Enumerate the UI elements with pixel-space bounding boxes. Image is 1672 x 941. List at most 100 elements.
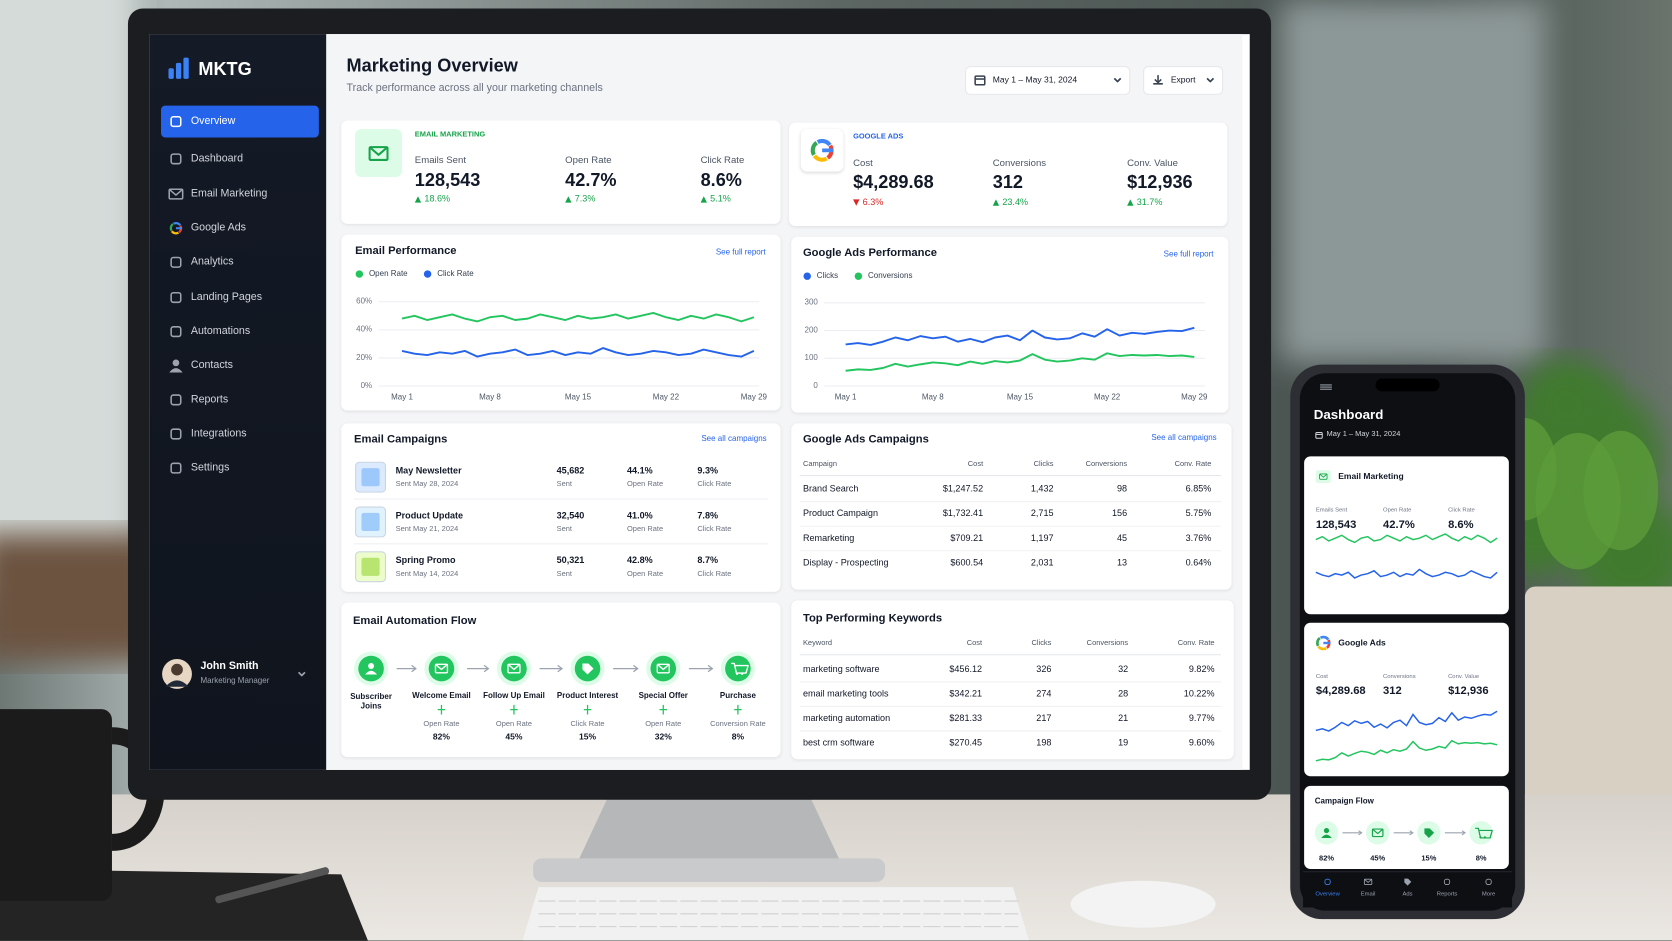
table-cell: 1,432	[1030, 483, 1054, 494]
nav-label[interactable]: Landing Pages	[190, 291, 263, 304]
kpi-group-label: GOOGLE ADS	[853, 133, 904, 141]
kpi-change: 31.7%	[1136, 196, 1163, 207]
phone-tab-label[interactable]: Ads	[1402, 891, 1413, 898]
legend-label: Clicks	[816, 270, 839, 281]
nav-item[interactable]	[161, 384, 319, 416]
panel-link[interactable]: See all campaigns	[701, 433, 767, 444]
flow-step: Welcome Email	[412, 690, 471, 701]
nav-item[interactable]	[161, 246, 319, 278]
legend-label: Click Rate	[437, 268, 474, 278]
table-cell: 2,715	[1030, 507, 1054, 519]
nav-active	[161, 105, 319, 138]
phone-tab-label[interactable]: More	[1481, 891, 1496, 898]
flow-metric: 32%	[654, 731, 672, 742]
card	[791, 600, 1234, 760]
pen	[215, 867, 330, 904]
phone-metric-label: Click Rate	[1448, 507, 1475, 514]
kpi-label: Cost	[853, 157, 873, 169]
flow-metric-label: Click Rate	[570, 720, 605, 729]
phone-tab-label[interactable]: Reports	[1436, 891, 1458, 898]
nav-label[interactable]: Overview	[190, 115, 236, 128]
card	[789, 122, 1228, 227]
campaign-thumb	[355, 506, 387, 538]
table-cell: 32	[1118, 663, 1129, 675]
table-header: Cost	[967, 460, 984, 469]
table-header: Conversions	[1085, 460, 1128, 469]
phone-metric-value: $4,289.68	[1315, 684, 1366, 698]
table-cell: marketing software	[802, 663, 880, 675]
phone-tab[interactable]	[1311, 873, 1345, 905]
chart-title: Google Ads Performance	[802, 246, 937, 260]
panel-title: Top Performing Keywords	[802, 612, 943, 625]
phone-tab[interactable]	[1472, 873, 1506, 905]
y-tick-label: 0%	[360, 380, 373, 390]
kpi-value: 8.6%	[700, 169, 742, 191]
flow-step: Special Offer	[638, 690, 688, 701]
card	[791, 236, 1229, 413]
phone-tab[interactable]	[1430, 873, 1464, 905]
y-tick-label: 100	[804, 352, 818, 363]
nav-label[interactable]: Google Ads	[190, 222, 247, 234]
table-cell: $456.12	[949, 663, 983, 675]
phone-card-title: Campaign Flow	[1314, 796, 1374, 806]
kpi-change: 7.3%	[574, 193, 596, 204]
nav-item[interactable]	[161, 106, 319, 138]
nav-label[interactable]: Email Marketing	[190, 187, 268, 200]
nav-label[interactable]: Automations	[190, 325, 251, 338]
table-cell: 9.77%	[1188, 712, 1215, 724]
campaign-stat-label: Sent	[556, 570, 572, 578]
y-tick-label: 200	[804, 324, 818, 335]
phone-tab-label[interactable]: Email	[1360, 891, 1376, 898]
nav-label[interactable]: Integrations	[190, 427, 247, 440]
panel-link[interactable]: See all campaigns	[1151, 432, 1217, 443]
nav-label[interactable]: Settings	[190, 461, 230, 474]
campaign-stat: 50,321	[556, 554, 585, 566]
legend-label: Open Rate	[368, 268, 408, 278]
flow-step: Follow Up Email	[483, 690, 545, 701]
phone-tab[interactable]	[1351, 873, 1385, 905]
kpi-value: $4,289.68	[853, 171, 934, 193]
table-cell: $270.45	[949, 736, 983, 748]
plant-pot	[1524, 586, 1672, 864]
phone-tab-label[interactable]: Overview	[1315, 891, 1340, 898]
phone-card	[1304, 456, 1509, 615]
table-cell: $1,732.41	[942, 507, 984, 519]
phone-flow-metric: 8%	[1475, 855, 1487, 863]
campaign-stat: 41.0%	[627, 509, 653, 521]
nav-label[interactable]: Analytics	[190, 256, 234, 268]
flow-metric: 8%	[731, 731, 745, 742]
campaign-name: Spring Promo	[395, 554, 456, 566]
table-cell: 198	[1036, 736, 1052, 748]
panel-title: Email Automation Flow	[352, 614, 477, 627]
monitor-base	[533, 858, 886, 882]
phone-metric-value: $12,936	[1448, 684, 1489, 698]
y-tick-label: 20%	[356, 352, 373, 362]
table-cell: Remarketing	[802, 532, 855, 543]
kpi-change: 6.3%	[862, 196, 884, 207]
table-cell: 21	[1118, 712, 1129, 724]
page-subtitle: Track performance across all your market…	[346, 82, 603, 95]
phone-tab[interactable]	[1390, 873, 1424, 905]
x-tick-label: May 1	[834, 392, 857, 402]
table-header: Campaign	[802, 460, 837, 469]
table-cell: $281.33	[949, 712, 983, 724]
date-picker[interactable]	[965, 66, 1131, 95]
x-tick-label: May 8	[479, 392, 501, 402]
nav-label[interactable]: Dashboard	[190, 152, 244, 165]
nav-label[interactable]: Contacts	[190, 359, 233, 372]
report-link[interactable]: See full report	[1163, 249, 1214, 259]
table-cell: email marketing tools	[802, 687, 889, 699]
campaign-stat-label: Sent	[556, 480, 572, 489]
phone-metric-value: 42.7%	[1383, 518, 1415, 531]
export-label[interactable]: Export	[1170, 75, 1196, 85]
nav-item[interactable]	[161, 452, 319, 484]
nav-item[interactable]	[161, 350, 319, 382]
phone-date: May 1 – May 31, 2024	[1326, 430, 1401, 439]
kpi-icon	[800, 129, 844, 172]
nav-label[interactable]: Reports	[190, 393, 229, 406]
date-range[interactable]: May 1 – May 31, 2024	[992, 75, 1078, 85]
kpi-change: 5.1%	[710, 193, 731, 204]
report-link[interactable]: See full report	[715, 247, 766, 257]
phone-metric-value: 128,543	[1315, 518, 1357, 531]
